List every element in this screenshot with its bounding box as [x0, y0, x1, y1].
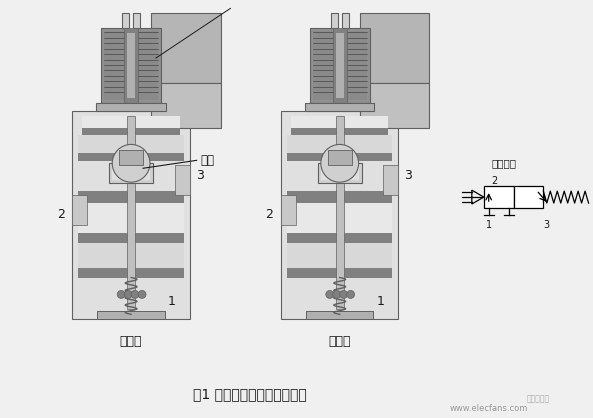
Circle shape [333, 291, 341, 298]
Bar [97, 311, 165, 319]
Bar [331, 13, 338, 28]
Bar [287, 278, 393, 307]
Bar [82, 116, 180, 127]
Circle shape [321, 145, 359, 182]
Bar [291, 127, 388, 135]
Bar [119, 150, 143, 165]
Bar [175, 165, 190, 195]
Bar [133, 13, 140, 28]
Bar [359, 13, 429, 83]
Bar [313, 31, 334, 100]
Bar [333, 28, 347, 103]
Circle shape [340, 291, 347, 298]
Bar [484, 186, 514, 208]
Bar [78, 233, 184, 243]
Bar [359, 83, 429, 127]
Bar [133, 28, 161, 103]
Text: 图1 先导式电磁阀结构示意图: 图1 先导式电磁阀结构示意图 [193, 387, 307, 401]
Bar [72, 111, 190, 319]
Text: 1: 1 [377, 295, 384, 308]
Bar [287, 135, 393, 153]
Bar [104, 31, 126, 100]
Text: 3: 3 [196, 169, 203, 182]
Bar [287, 243, 393, 268]
Text: 3: 3 [543, 220, 549, 230]
Circle shape [112, 145, 150, 182]
Bar [514, 186, 543, 208]
Text: 3: 3 [404, 169, 412, 182]
Text: 2: 2 [492, 176, 498, 186]
Bar [306, 311, 374, 319]
Bar [342, 13, 349, 28]
Bar [296, 161, 384, 191]
Bar [124, 28, 138, 103]
Bar [78, 191, 184, 203]
Bar [310, 28, 338, 103]
Text: 1: 1 [168, 295, 176, 308]
Bar [101, 28, 129, 103]
Text: 换向后: 换向后 [329, 335, 351, 348]
Bar [78, 278, 184, 307]
Text: 图形符号: 图形符号 [491, 158, 516, 168]
Circle shape [347, 291, 355, 298]
Bar [328, 150, 352, 165]
Bar [287, 153, 393, 161]
Bar [112, 166, 150, 180]
Circle shape [131, 291, 139, 298]
Bar [287, 203, 393, 233]
Text: 换向前: 换向前 [120, 335, 142, 348]
Text: 2: 2 [265, 209, 273, 222]
Bar [122, 13, 129, 28]
Bar [78, 243, 184, 268]
Text: 1: 1 [486, 220, 492, 230]
Bar [82, 127, 180, 135]
Circle shape [117, 291, 125, 298]
Bar [281, 195, 296, 225]
Bar [336, 33, 344, 98]
Bar [318, 163, 362, 183]
Text: 2: 2 [57, 209, 65, 222]
Circle shape [138, 291, 146, 298]
Bar [345, 31, 366, 100]
Bar [87, 161, 175, 191]
Bar [384, 165, 398, 195]
Bar [78, 153, 184, 161]
Bar [96, 103, 166, 111]
Bar [321, 166, 359, 180]
Bar [72, 195, 87, 225]
Bar [151, 83, 221, 127]
Bar [78, 268, 184, 278]
Bar [127, 33, 135, 98]
Bar [151, 13, 221, 83]
Circle shape [326, 291, 334, 298]
Bar [342, 28, 369, 103]
Bar [281, 111, 398, 319]
Bar [287, 268, 393, 278]
Bar [78, 203, 184, 233]
Bar [136, 31, 158, 100]
Bar [336, 116, 344, 309]
Text: 电子发烧友: 电子发烧友 [527, 394, 550, 403]
Circle shape [124, 291, 132, 298]
Bar [287, 233, 393, 243]
Bar [287, 191, 393, 203]
Text: 主阀: 主阀 [200, 154, 215, 167]
Bar [78, 135, 184, 153]
Bar [291, 116, 388, 127]
Bar [127, 116, 135, 309]
Bar [305, 103, 374, 111]
Text: www.elecfans.com: www.elecfans.com [449, 404, 528, 413]
Bar [109, 163, 153, 183]
